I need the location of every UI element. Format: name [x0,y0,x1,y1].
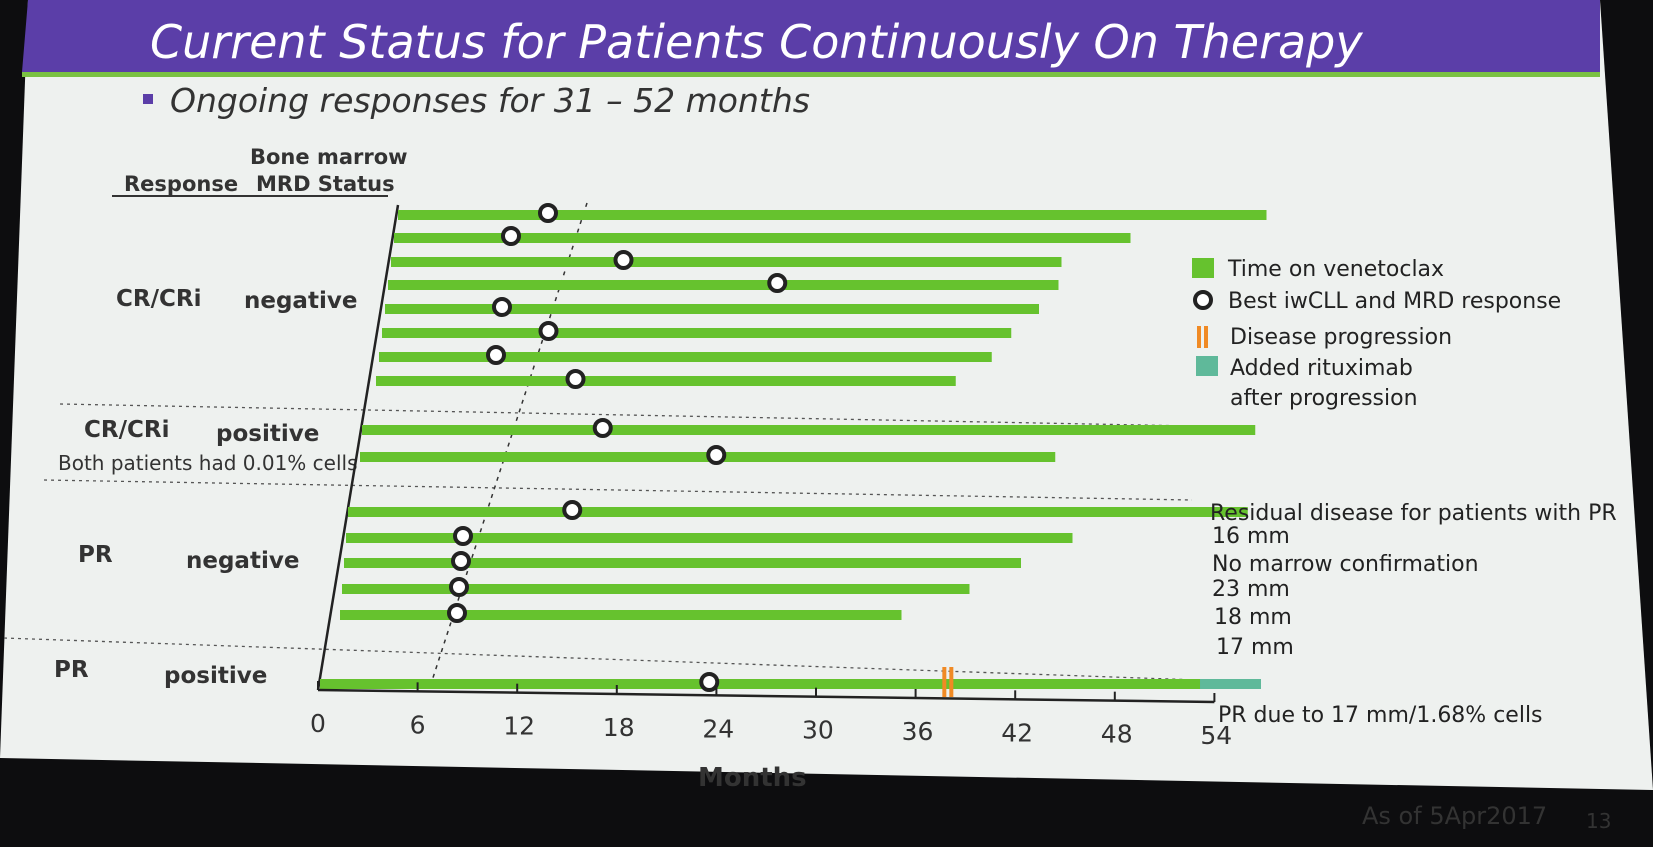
best-response-marker-10 [706,445,727,465]
group-1-response: CR/CRi [116,286,201,312]
legend-best-response: Best iwCLL and MRD response [1228,289,1561,314]
bullet-marker [143,94,153,104]
best-response-marker-15 [447,603,467,623]
best-response-marker-6 [538,321,559,341]
pr-note-4: 18 mm [1214,605,1292,630]
x-tick-label-24: 24 [702,714,734,743]
x-tick-label-30: 30 [802,716,834,745]
x-tick-label-54: 54 [1200,721,1232,750]
x-tick-label-42: 42 [1001,718,1033,747]
x-axis-line [317,688,1215,704]
legend-green-swatch [1192,258,1214,278]
legend-time-on-venetoclax: Time on venetoclax [1227,257,1444,282]
best-response-marker-2 [501,226,521,246]
legend-rituximab-swatch [1196,356,1218,376]
patient-bar-16 [320,679,1261,689]
footer-date: As of 5Apr2017 [1362,802,1547,830]
best-response-marker-14 [449,577,469,597]
best-response-marker-13 [451,551,471,571]
group-separator-3 [3,637,1199,681]
group-3-mrd: negative [186,548,299,574]
patient-bar-3 [391,257,1062,267]
group-2-response: CR/CRi [84,417,169,443]
x-tick-label-0: 0 [310,709,326,738]
x-tick-label-36: 36 [902,717,934,746]
pr-note-3: 23 mm [1212,577,1290,602]
best-response-marker-3 [613,250,634,270]
group-2-note: Both patients had 0.01% cells [58,451,358,475]
legend-rituximab-line2: after progression [1230,386,1418,411]
legend-progression: Disease progression [1230,325,1452,350]
patient-bar-2 [394,233,1131,243]
patient-bar-5 [385,304,1039,314]
best-response-marker-7 [486,345,506,365]
slide-title: Current Status for Patients Continuously… [150,15,1363,69]
group-separator-2 [43,479,1193,501]
x-axis-title: Months [698,763,807,793]
header-mrd-line1: Bone marrow [250,145,408,169]
patient-bar-14 [342,584,970,594]
group-3-response: PR [78,542,113,568]
pr-note-2: No marrow confirmation [1212,552,1479,577]
patient-bar-15 [340,610,902,620]
patient-bar-7 [379,352,992,362]
best-response-marker-9 [592,418,613,438]
last-row-note: PR due to 17 mm/1.68% cells [1218,703,1543,728]
group-4-mrd: positive [164,663,267,689]
header-response: Response [124,172,238,196]
group-2-mrd: positive [216,421,319,447]
title-accent-line [22,72,1600,77]
patient-bar-13 [344,558,1021,568]
patient-bar-11 [348,507,1248,517]
timeline-chart: 0 6 12 18 24 30 36 42 48 54 [3,202,1267,750]
legend-progression-mark-a [1197,326,1201,348]
x-tick-label-12: 12 [503,712,535,741]
patient-bar-1 [398,210,1267,220]
best-response-marker-1 [538,203,558,223]
legend-rituximab-line1: Added rituximab [1230,356,1413,381]
best-response-marker-12 [453,526,473,546]
pr-residual-header: Residual disease for patients with PR [1210,501,1617,526]
pr-note-1: 16 mm [1212,524,1290,549]
pr-note-5: 17 mm [1216,635,1294,660]
best-response-marker-4 [767,273,788,293]
best-response-marker-5 [492,297,512,317]
patient-bar-4 [388,280,1059,290]
group-4-response: PR [54,657,89,683]
header-mrd-line2: MRD Status [256,172,395,196]
page-number: 13 [1586,809,1611,833]
patient-bar-8 [376,376,956,386]
progression-mark-a [942,667,947,697]
best-response-marker-11 [562,500,583,520]
legend-progression-mark-b [1204,326,1208,348]
title-bar [22,0,1600,72]
x-tick-label-18: 18 [603,713,635,742]
y-axis-line [316,204,400,691]
bullet-text: Ongoing responses for 31 – 52 months [170,81,810,120]
best-response-marker-16 [699,672,720,692]
group-1-mrd: negative [244,288,357,314]
rituximab-segment [1200,679,1261,689]
x-tick-label-6: 6 [410,710,426,739]
legend-response-marker [1193,290,1213,310]
patient-bar-12 [346,533,1073,543]
patient-bar-6 [382,328,1012,338]
progression-mark-b [949,667,954,697]
x-tick-label-48: 48 [1101,720,1133,749]
patient-bar-9 [362,425,1256,435]
best-response-marker-8 [565,369,586,389]
